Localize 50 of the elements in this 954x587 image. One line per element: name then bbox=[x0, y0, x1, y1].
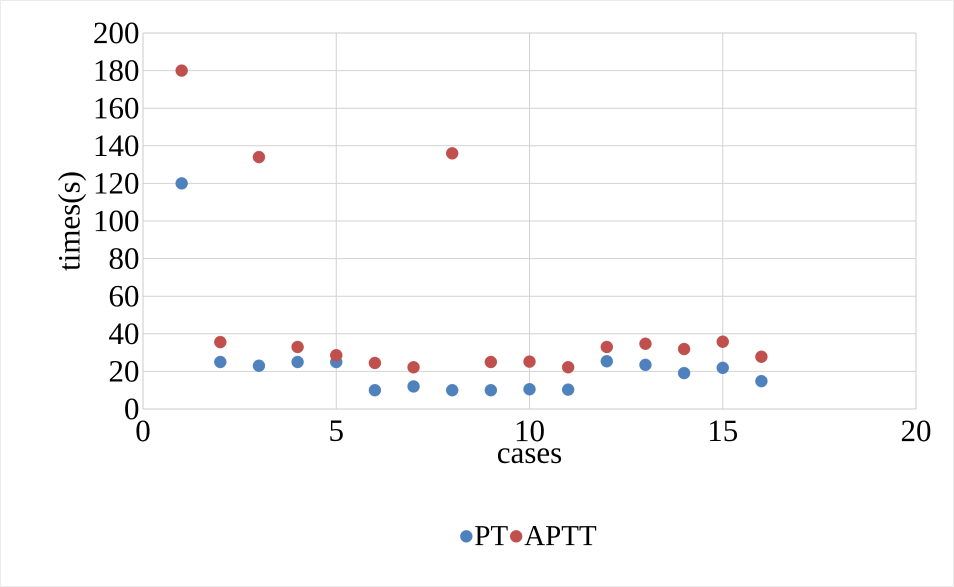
point bbox=[716, 335, 729, 348]
point bbox=[639, 338, 652, 350]
legend-label: PT bbox=[475, 526, 508, 546]
point bbox=[446, 384, 458, 396]
y-tick-label: 200 bbox=[94, 22, 138, 44]
point bbox=[484, 356, 498, 368]
point bbox=[600, 340, 613, 354]
y-tick-label: 20 bbox=[110, 360, 138, 382]
point bbox=[252, 150, 266, 164]
y-tick-label: 60 bbox=[110, 286, 138, 307]
point bbox=[291, 340, 304, 354]
point bbox=[639, 358, 652, 372]
point bbox=[252, 360, 266, 372]
y-tick-label: 40 bbox=[109, 323, 138, 344]
x-axis-title: cases bbox=[498, 448, 562, 464]
point bbox=[291, 356, 304, 368]
point bbox=[755, 374, 768, 388]
x-tick-label: 20 bbox=[902, 420, 930, 442]
point bbox=[407, 361, 420, 374]
y-tick-label: 140 bbox=[96, 135, 138, 156]
point bbox=[523, 355, 536, 368]
point bbox=[484, 384, 498, 396]
point bbox=[330, 349, 342, 362]
point bbox=[368, 356, 382, 370]
x-tick-label: 10 bbox=[516, 420, 544, 442]
y-tick-label: 100 bbox=[96, 210, 138, 232]
point bbox=[716, 362, 729, 374]
point bbox=[755, 350, 768, 363]
y-tick-label: 0 bbox=[125, 398, 138, 420]
point bbox=[523, 383, 536, 396]
point bbox=[678, 366, 690, 380]
point bbox=[600, 355, 613, 368]
point bbox=[407, 380, 420, 393]
point bbox=[678, 342, 690, 356]
point bbox=[562, 361, 574, 374]
y-axis-title: times(s) bbox=[58, 172, 86, 271]
point bbox=[214, 336, 226, 348]
point bbox=[446, 147, 458, 160]
point bbox=[175, 177, 188, 190]
y-tick-label: 180 bbox=[96, 60, 138, 82]
point bbox=[214, 356, 226, 368]
y-tick-label: 160 bbox=[96, 98, 138, 119]
x-tick-label: 15 bbox=[710, 420, 738, 442]
point bbox=[175, 64, 188, 77]
x-tick-label: 5 bbox=[330, 420, 343, 442]
legend-label: APTT bbox=[524, 526, 596, 546]
y-tick-label: 120 bbox=[96, 172, 138, 194]
y-tick-label: 80 bbox=[110, 248, 138, 270]
point bbox=[368, 384, 382, 396]
point bbox=[562, 383, 574, 396]
